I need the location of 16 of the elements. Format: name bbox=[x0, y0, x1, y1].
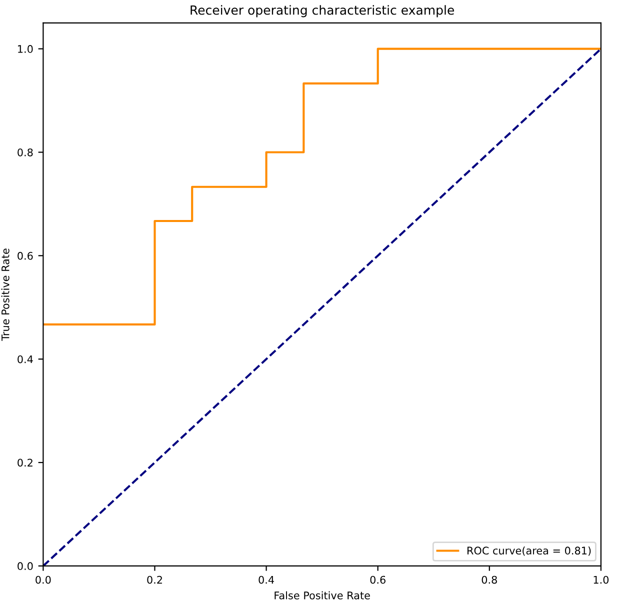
y-tick-label: 0.2 bbox=[18, 458, 32, 467]
y-tick-label: 0.0 bbox=[18, 562, 33, 570]
y-tick-label: 0.4 bbox=[18, 355, 33, 364]
legend-label: ROC curve(area = 0.81) bbox=[468, 546, 591, 556]
x-axis-title: False Positive Rate bbox=[274, 591, 370, 600]
x-tick-label: 0.6 bbox=[370, 576, 386, 584]
chart-title: Receiver operating characteristic example bbox=[190, 5, 454, 18]
y-tick-label: 0.6 bbox=[18, 252, 33, 260]
y-axis-title: True Positive Rate bbox=[1, 248, 10, 341]
x-tick-label: 1.0 bbox=[594, 576, 609, 584]
x-tick-label: 0.0 bbox=[36, 576, 51, 584]
x-tick-label: 0.4 bbox=[258, 576, 274, 584]
x-tick-label: 0.8 bbox=[482, 576, 497, 584]
y-tick-label: 0.8 bbox=[18, 148, 33, 156]
x-tick-label: 0.2 bbox=[147, 576, 162, 584]
y-tick-label: 1.0 bbox=[18, 45, 33, 53]
